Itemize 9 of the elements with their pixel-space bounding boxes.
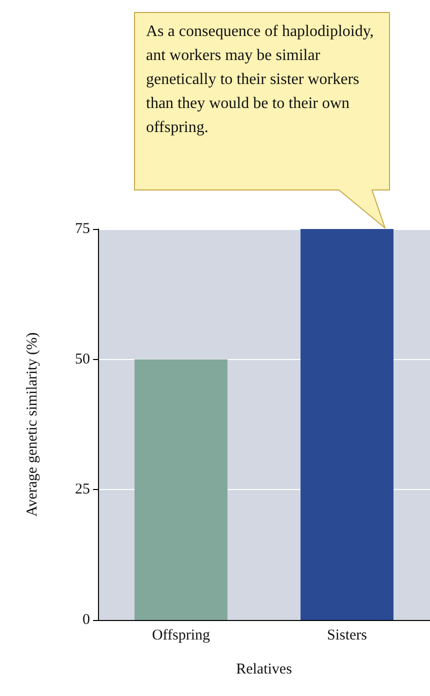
x-axis-title: Relatives [236,662,292,678]
x-tick-label: Sisters [326,628,368,644]
y-tick-label: 0 [82,612,90,628]
y-axis-title: Average genetic similarity (%) [24,332,40,517]
y-tick-label: 25 [75,482,90,498]
y-tick-label: 50 [75,351,90,368]
text: As a consequence of haplodiploidy, ant workers may be similar genetically to their sister workers than they would be to their own offspring. [146,22,375,138]
y-tick-label: 75 [75,221,90,237]
x-tick-label: Offspring [152,628,211,644]
